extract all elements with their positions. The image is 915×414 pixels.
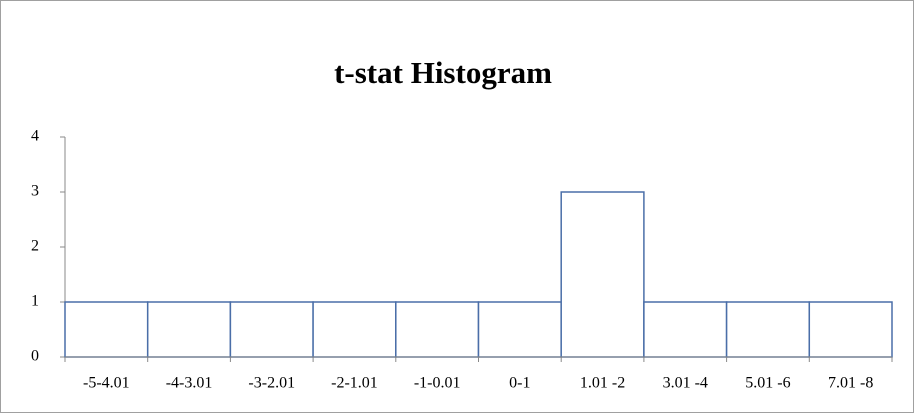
bar: [477, 301, 562, 358]
x-tick-label: 1.01 -2: [580, 375, 625, 392]
bar: [560, 191, 645, 358]
bar: [64, 301, 149, 358]
y-tick-label: 1: [31, 293, 39, 310]
bar: [808, 301, 893, 358]
y-tick-label: 4: [31, 128, 39, 145]
x-tick-label: -5-4.01: [83, 375, 130, 392]
y-tick-label: 0: [31, 348, 39, 365]
chart-title: t-stat Histogram: [334, 55, 552, 90]
bar: [725, 301, 811, 358]
bar: [229, 301, 314, 358]
bar: [643, 301, 728, 358]
bar: [395, 301, 480, 358]
x-tick-label: -4-3.01: [166, 375, 213, 392]
x-tick-label: 0-1: [509, 375, 530, 392]
x-tick-label: -2-1.01: [331, 375, 378, 392]
bar: [146, 301, 232, 358]
y-tick-label: 3: [31, 183, 39, 200]
y-tick-label: 2: [31, 238, 39, 255]
x-tick-label: -1-0.01: [414, 375, 461, 392]
x-tick-label: 3.01 -4: [663, 375, 708, 392]
x-tick-label: 7.01 -8: [828, 375, 873, 392]
x-tick-label: 5.01 -6: [745, 375, 790, 392]
x-tick-label: -3-2.01: [248, 375, 295, 392]
bar: [312, 301, 397, 358]
